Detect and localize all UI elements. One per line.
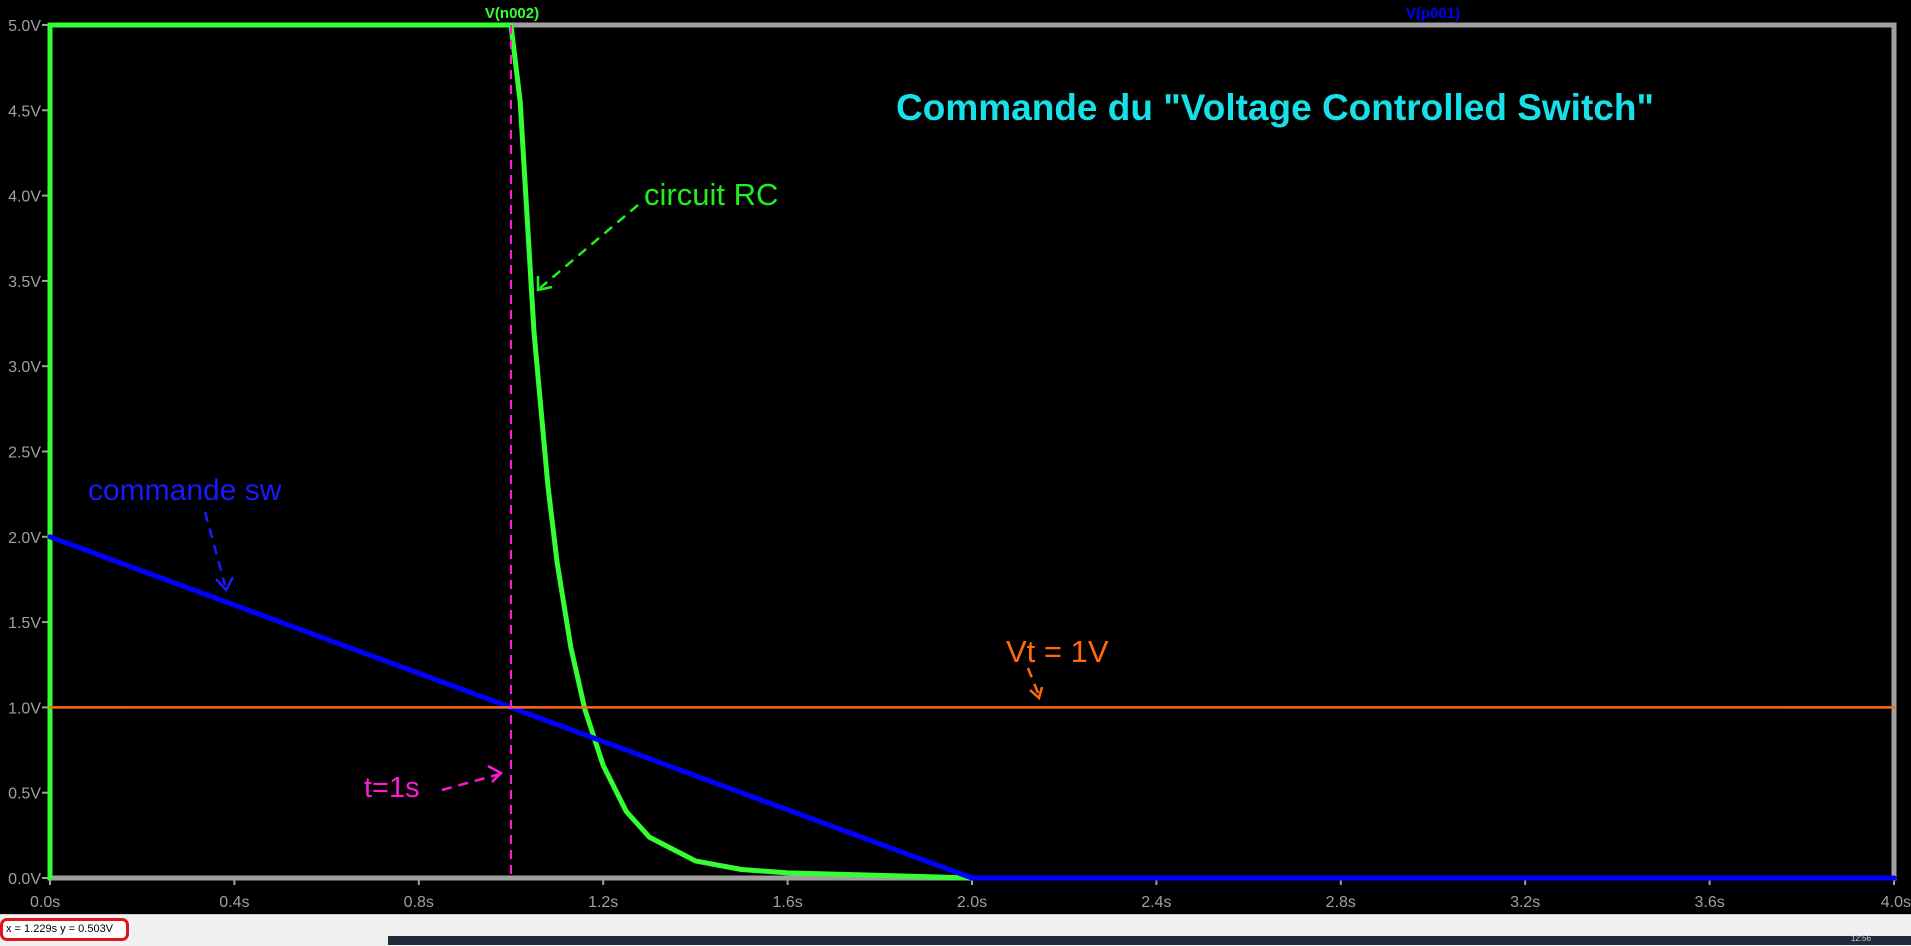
x-tick-label: 0.4s (219, 894, 249, 911)
x-tick-label: 2.8s (1326, 894, 1356, 911)
taskbar-clock: 12:56 (1850, 934, 1871, 943)
y-tick-label: 2.5V (8, 445, 41, 462)
y-tick-label: 4.5V (8, 103, 41, 120)
sw-arrow-head (215, 576, 235, 593)
y-tick-label: 3.0V (8, 359, 41, 376)
vt-arrow-head (1029, 686, 1044, 701)
y-tick-label: 1.0V (8, 700, 41, 717)
series-group (47, 22, 1897, 881)
arrow-heads (215, 276, 1044, 783)
annotation-title: Commande du "Voltage Controlled Switch" (896, 87, 1654, 128)
annotation-vt: Vt = 1V (1006, 634, 1109, 669)
rc-arrow-head (536, 276, 553, 292)
x-tick-label: 0.8s (404, 894, 434, 911)
x-tick-label: 4.0s (1881, 894, 1911, 911)
y-tick-label: 1.5V (8, 615, 41, 632)
x-tick-label: 1.6s (772, 894, 802, 911)
sw-arrow (203, 511, 227, 586)
cursor-readout: x = 1.229s y = 0.503V (0, 918, 129, 941)
x-tick-label: 2.0s (957, 894, 987, 911)
annotation-circuit-rc: circuit RC (644, 177, 778, 212)
trace-label-vn002[interactable]: V(n002) (485, 5, 539, 22)
series-line-v-p001 (47, 534, 1897, 881)
y-tick-label: 0.0V (8, 871, 41, 888)
y-tick-label: 2.0V (8, 530, 41, 547)
annotation-arrows (203, 204, 1040, 792)
trace-label-vp001[interactable]: V(p001) (1406, 5, 1460, 22)
x-tick-label: 1.2s (588, 894, 618, 911)
taskbar (388, 936, 1911, 945)
plot-background (0, 0, 1911, 914)
annotation-commande-sw: commande sw (88, 474, 282, 507)
y-tick-label: 3.5V (8, 274, 41, 291)
x-tick-label: 0.0s (30, 894, 60, 911)
series-line-v-n002 (47, 22, 975, 881)
x-tick-label: 3.6s (1694, 894, 1724, 911)
y-tick-label: 5.0V (8, 18, 41, 35)
y-tick-label: 4.0V (8, 189, 41, 206)
t1-arrow-head (487, 764, 504, 783)
y-tick-label: 0.5V (8, 786, 41, 803)
x-tick-label: 3.2s (1510, 894, 1540, 911)
annotation-t1: t=1s (364, 772, 420, 804)
vt-arrow (1026, 667, 1040, 694)
x-tick-label: 2.4s (1141, 894, 1171, 911)
rc-arrow (539, 204, 639, 289)
